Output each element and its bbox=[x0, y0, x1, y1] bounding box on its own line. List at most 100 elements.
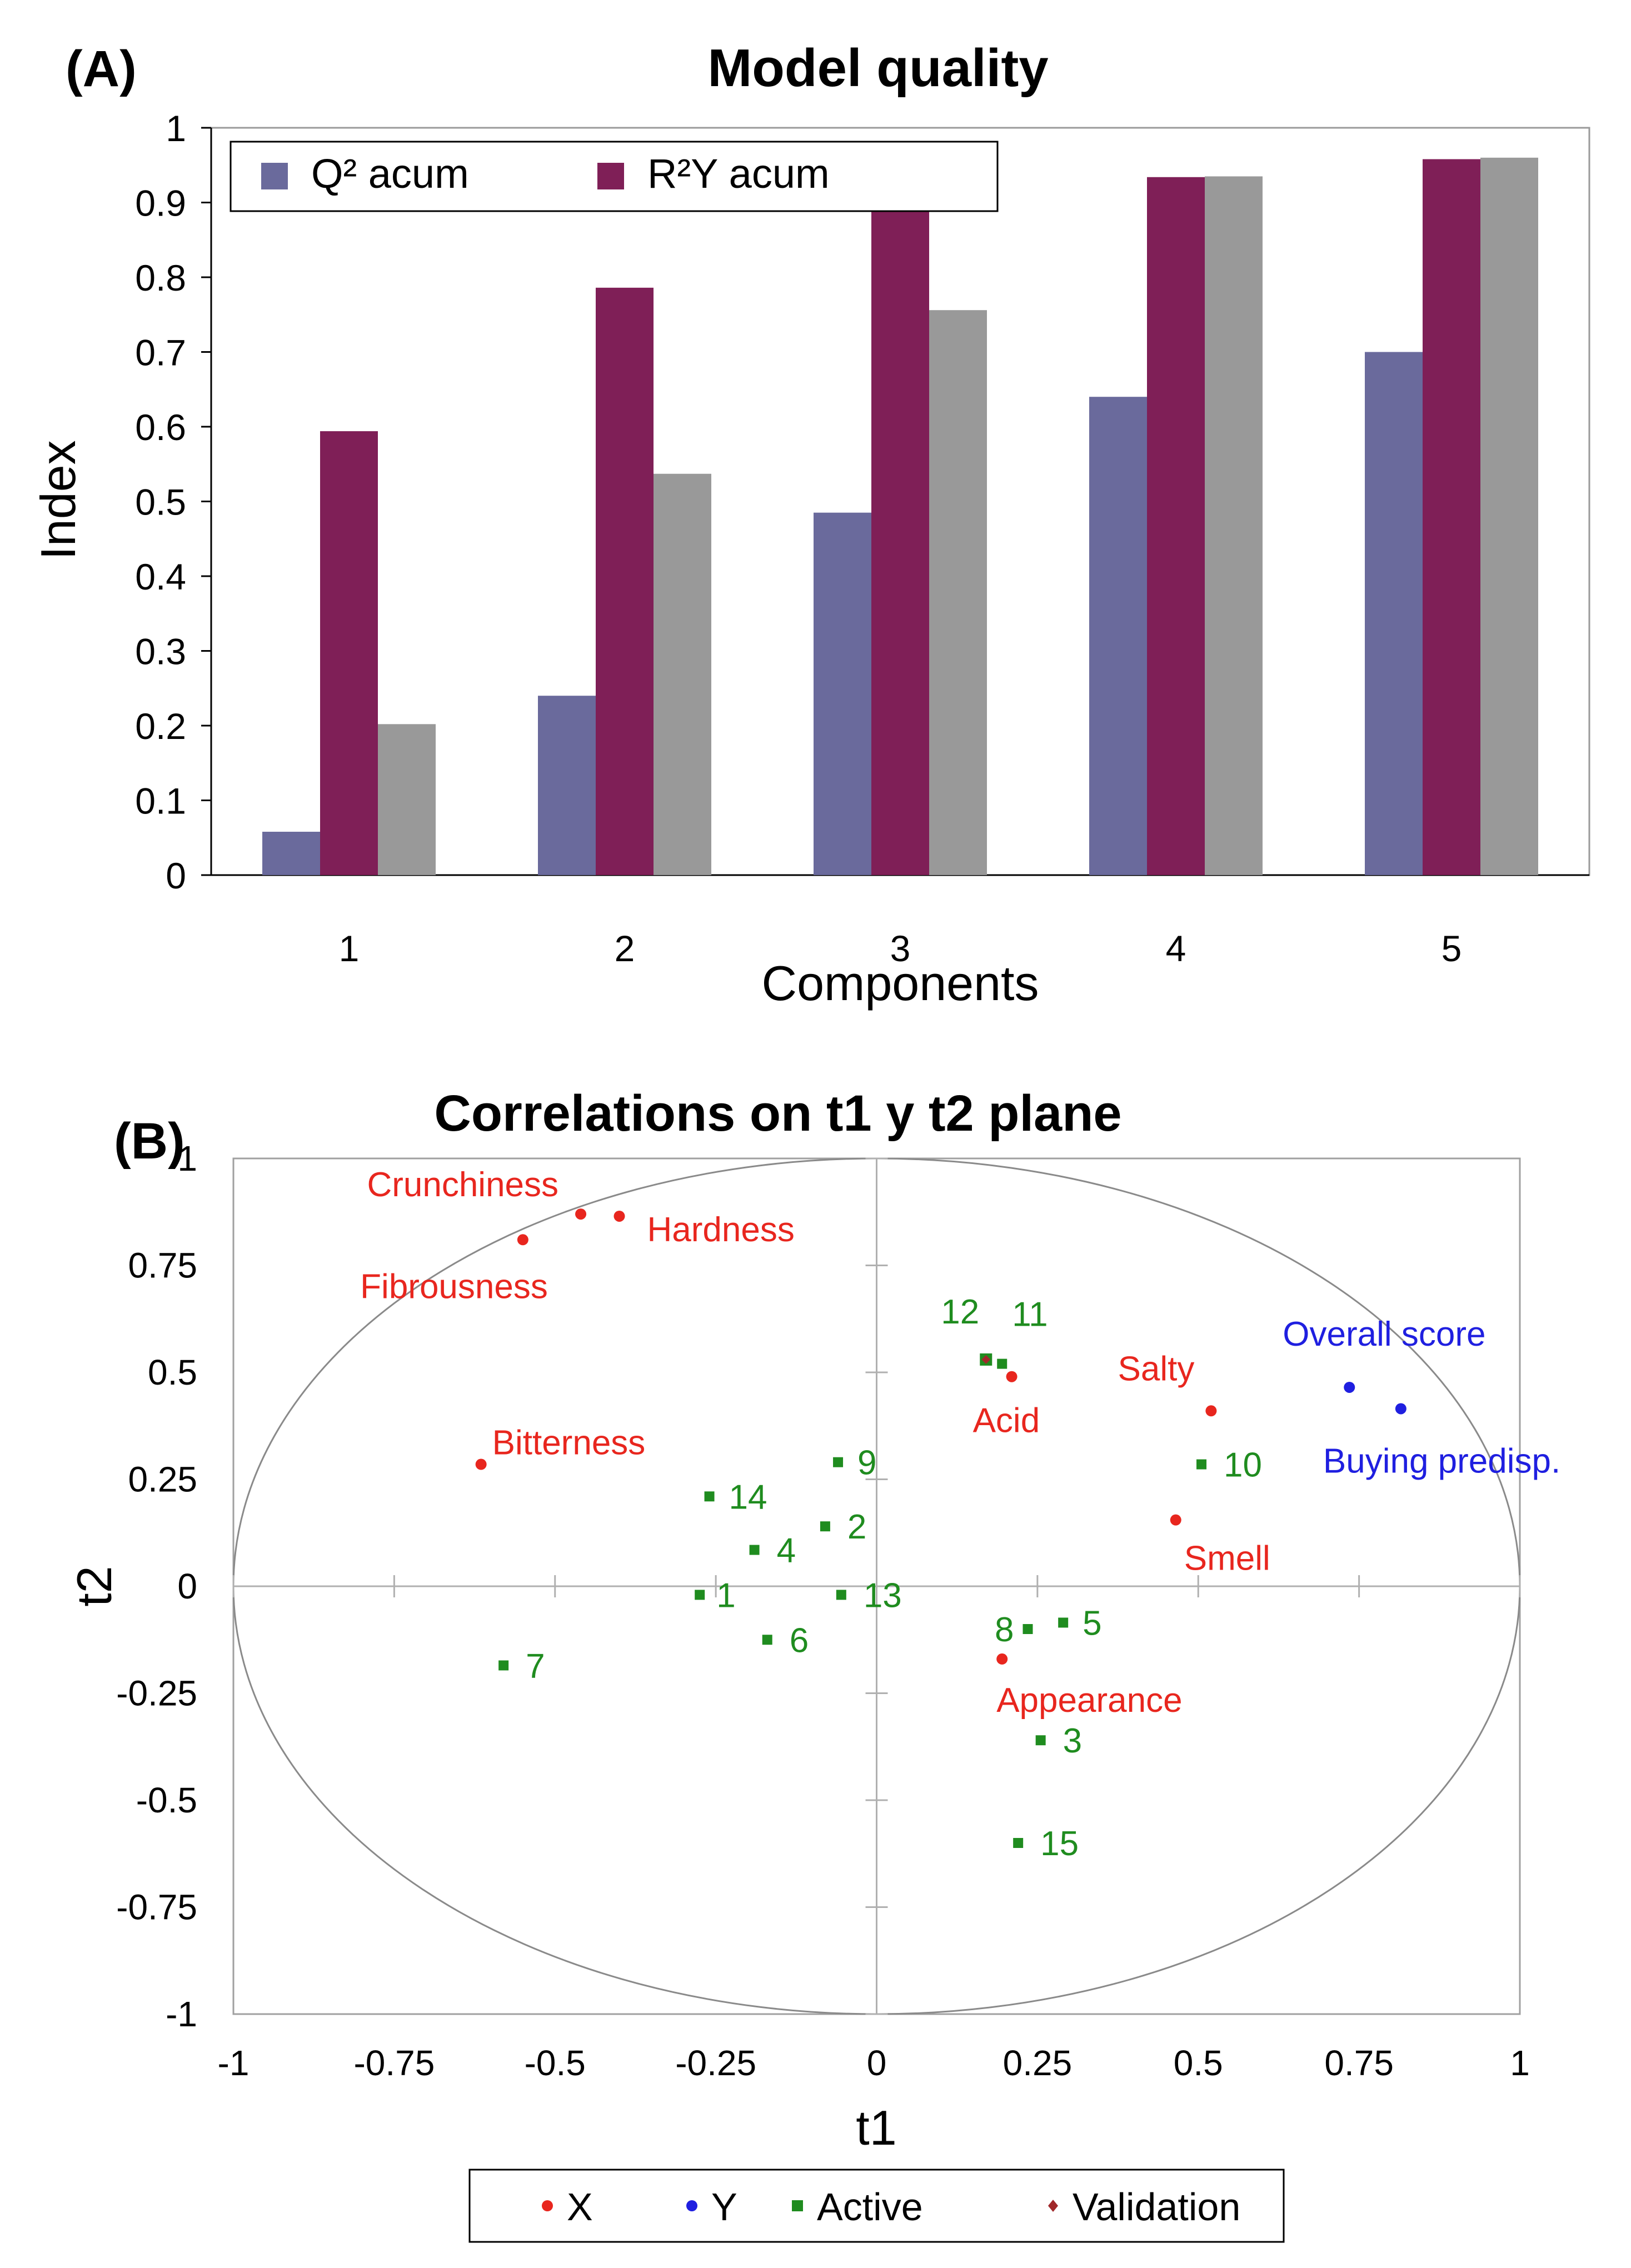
point-marker-x bbox=[475, 1458, 487, 1470]
point-marker-x bbox=[996, 1653, 1008, 1665]
y-tick-label: -1 bbox=[166, 1994, 197, 2034]
panel-a-x-ticks: 1 2 3 4 5 bbox=[339, 928, 1462, 969]
point-label: Buying predisp. bbox=[1323, 1442, 1560, 1480]
bar-series-3-component-1 bbox=[378, 724, 436, 875]
point-marker-active bbox=[836, 1590, 846, 1600]
x-tick-label: 2 bbox=[615, 928, 635, 969]
point-label: 15 bbox=[1040, 1825, 1079, 1863]
panel-b-label: (B) bbox=[114, 1113, 185, 1170]
bar-series-2-component-4 bbox=[1147, 177, 1205, 875]
point-label: Crunchiness bbox=[367, 1166, 558, 1204]
bar-series-2-component-3 bbox=[871, 204, 929, 876]
legend-label: Active bbox=[817, 2185, 923, 2229]
bar-series-2-component-2 bbox=[596, 287, 654, 875]
point-label: 4 bbox=[777, 1532, 796, 1570]
point-marker-x bbox=[1205, 1405, 1217, 1417]
point-label: Hardness bbox=[647, 1211, 795, 1249]
panel-b-y-axis-title: t2 bbox=[67, 1566, 122, 1606]
y-tick-label: 0.9 bbox=[135, 183, 186, 224]
legend-label: X bbox=[567, 2185, 593, 2229]
y-tick-label: 1 bbox=[166, 108, 186, 149]
panel-b-points: Crunchiness Hardness Fibrousness Bitterness… bbox=[360, 1166, 1560, 1863]
y-tick-label: 0.4 bbox=[135, 556, 186, 597]
x-tick-label: -1 bbox=[218, 2043, 250, 2083]
legend-marker bbox=[686, 2200, 697, 2211]
y-tick-label: -0.25 bbox=[116, 1673, 197, 1714]
point-marker-x bbox=[575, 1208, 587, 1220]
point-label: 2 bbox=[847, 1508, 866, 1546]
point-label: 10 bbox=[1224, 1446, 1262, 1485]
x-tick-label: -0.25 bbox=[675, 2043, 756, 2083]
point-marker-active bbox=[820, 1521, 830, 1532]
x-tick-label: 5 bbox=[1442, 928, 1462, 969]
point-marker-y bbox=[1344, 1381, 1355, 1393]
panel-a-title: Model quality bbox=[707, 38, 1048, 98]
legend-label: R²Y acum bbox=[647, 151, 830, 197]
point-marker-x bbox=[1170, 1514, 1181, 1526]
x-tick-label: 0.25 bbox=[1003, 2043, 1073, 2083]
point-label: Appearance bbox=[996, 1681, 1182, 1720]
point-label: 11 bbox=[1012, 1296, 1048, 1334]
point-label: 1 bbox=[716, 1576, 735, 1615]
bar-series-2-component-5 bbox=[1423, 159, 1480, 875]
y-tick-label: 0.3 bbox=[135, 631, 186, 672]
x-tick-label: 0.75 bbox=[1324, 2043, 1394, 2083]
legend-label: Q² acum bbox=[311, 151, 469, 197]
panel-b-x-axis-title: t1 bbox=[856, 2100, 896, 2155]
bar-series-1-component-5 bbox=[1365, 352, 1423, 875]
point-marker-active bbox=[695, 1590, 705, 1600]
panel-a-label: (A) bbox=[66, 41, 137, 97]
legend-marker bbox=[1048, 2200, 1058, 2212]
panel-b-axis-tick-marks bbox=[232, 1157, 1521, 2015]
point-marker-active bbox=[1035, 1735, 1046, 1746]
y-tick-label: 0.5 bbox=[148, 1352, 197, 1392]
legend-swatch bbox=[597, 163, 624, 189]
panel-a-bar-chart: (A) Model quality 0 0.1 0.2 0.3 0.4 0.5 0.6 0.7… bbox=[31, 38, 1590, 1011]
x-tick-label: 4 bbox=[1166, 928, 1186, 969]
x-tick-label: 0.5 bbox=[1174, 2043, 1223, 2083]
panel-b-y-ticks: 1 0.75 0.5 0.25 0 -0.25 -0.5 -0.75 -1 bbox=[116, 1138, 197, 2034]
point-marker-active bbox=[498, 1660, 509, 1671]
point-label: 14 bbox=[729, 1478, 767, 1516]
y-tick-label: -0.75 bbox=[116, 1887, 197, 1927]
panel-b-legend-box bbox=[468, 2169, 1285, 2243]
point-label: 8 bbox=[995, 1611, 1014, 1649]
point-marker-x bbox=[517, 1234, 528, 1246]
point-marker-active bbox=[1023, 1624, 1033, 1634]
x-tick-label: -0.5 bbox=[525, 2043, 586, 2083]
point-marker-active bbox=[704, 1491, 715, 1502]
bar-series-3-component-5 bbox=[1480, 157, 1538, 875]
point-marker-validation-diamond bbox=[981, 1355, 991, 1364]
legend-marker bbox=[792, 2200, 803, 2211]
y-tick-label: 0.1 bbox=[135, 781, 186, 822]
bar-series-1-component-4 bbox=[1089, 397, 1147, 875]
point-label: 13 bbox=[864, 1576, 902, 1615]
panel-a-legend: Q² acum R²Y acum bbox=[230, 141, 999, 212]
point-label: 9 bbox=[857, 1444, 876, 1482]
point-marker-y bbox=[1395, 1403, 1406, 1415]
panel-b-legend: X Y Active Validation bbox=[468, 2169, 1285, 2243]
panel-a-x-axis-title: Components bbox=[762, 956, 1039, 1011]
bar-series-1-component-1 bbox=[262, 831, 320, 875]
x-tick-label: -0.75 bbox=[353, 2043, 435, 2083]
point-marker-x bbox=[614, 1210, 625, 1222]
x-tick-label: 0 bbox=[867, 2043, 887, 2083]
bar-series-3-component-4 bbox=[1205, 176, 1263, 875]
point-label: Bitterness bbox=[492, 1424, 646, 1462]
x-tick-label: 1 bbox=[1510, 2043, 1530, 2083]
y-tick-label: 0.25 bbox=[128, 1460, 197, 1500]
panel-a-y-ticks: 0 0.1 0.2 0.3 0.4 0.5 0.6 0.7 0.8 0.9 1 bbox=[135, 108, 211, 896]
point-label: 3 bbox=[1063, 1722, 1082, 1760]
y-tick-label: 0.2 bbox=[135, 706, 186, 747]
y-tick-label: 0.5 bbox=[135, 482, 186, 523]
bar-series-3-component-3 bbox=[929, 310, 987, 875]
panel-a-y-axis-title: Index bbox=[31, 440, 86, 559]
y-tick-label: 0.75 bbox=[128, 1246, 197, 1286]
y-tick-label: -0.5 bbox=[136, 1780, 197, 1820]
bar-series-1-component-3 bbox=[814, 512, 871, 875]
panel-b-x-ticks: -1 -0.75 -0.5 -0.25 0 0.25 0.5 0.75 1 bbox=[218, 2043, 1530, 2083]
point-label: Salty bbox=[1118, 1350, 1195, 1388]
panel-a-bars bbox=[262, 157, 1538, 876]
point-label: Fibrousness bbox=[360, 1267, 548, 1306]
